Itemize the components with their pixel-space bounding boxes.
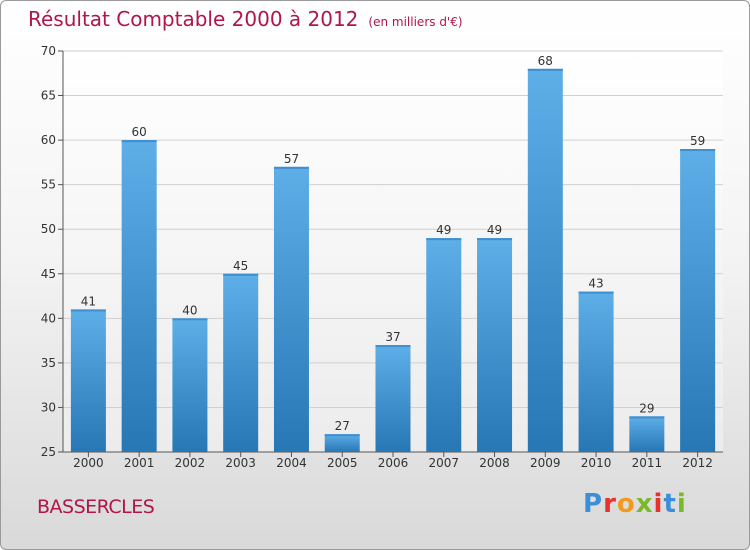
bar-2009 xyxy=(527,68,563,453)
data-label-2005: 27 xyxy=(335,419,350,433)
y-tick-label-40: 40 xyxy=(41,311,56,325)
x-tick-label-2008: 2008 xyxy=(479,456,510,470)
chart-title-text: Résultat Comptable 2000 à 2012 xyxy=(28,7,359,31)
x-tick-label-2011: 2011 xyxy=(632,456,663,470)
x-tick-label-2003: 2003 xyxy=(225,456,256,470)
data-label-2008: 49 xyxy=(487,223,502,237)
bar-2005 xyxy=(324,434,360,452)
chart-title: Résultat Comptable 2000 à 2012 (en millie… xyxy=(28,7,463,31)
data-label-2011: 29 xyxy=(639,401,654,415)
data-label-2012: 59 xyxy=(690,134,705,148)
y-tick-label-55: 55 xyxy=(41,178,56,192)
x-tick-label-2000: 2000 xyxy=(73,456,104,470)
data-label-2001: 60 xyxy=(132,125,147,139)
bar-2004 xyxy=(273,166,309,452)
bar-2008 xyxy=(477,238,513,452)
bar-2010 xyxy=(578,291,614,452)
bar-top-2007 xyxy=(426,238,462,241)
bar-top-2006 xyxy=(375,345,411,348)
y-tick-label-35: 35 xyxy=(41,356,56,370)
x-tick-label-2006: 2006 xyxy=(378,456,409,470)
bar-top-2001 xyxy=(121,140,157,143)
bar-top-2008 xyxy=(477,238,513,241)
y-tick-label-25: 25 xyxy=(41,445,56,459)
bar-top-2012 xyxy=(680,149,716,152)
bar-2011 xyxy=(629,416,665,452)
bar-top-2004 xyxy=(273,166,309,169)
bar-2007 xyxy=(426,238,462,452)
bar-2002 xyxy=(172,318,208,452)
bar-top-2003 xyxy=(223,273,259,276)
bar-top-2011 xyxy=(629,416,665,419)
bar-2003 xyxy=(223,273,259,452)
proxiti-logo: Proxiti xyxy=(583,489,687,519)
bar-2000 xyxy=(70,309,106,452)
bar-2001 xyxy=(121,140,157,452)
data-label-2010: 43 xyxy=(588,277,603,291)
x-tick-label-2004: 2004 xyxy=(276,456,307,470)
bar-top-2010 xyxy=(578,291,614,294)
y-tick-label-65: 65 xyxy=(41,89,56,103)
y-tick-label-50: 50 xyxy=(41,222,56,236)
x-tick-label-2002: 2002 xyxy=(175,456,206,470)
commune-name: BASSERCLES xyxy=(37,496,155,518)
data-label-2004: 57 xyxy=(284,152,299,166)
bar-top-2005 xyxy=(324,434,360,437)
x-tick-label-2001: 2001 xyxy=(124,456,155,470)
bar-top-2002 xyxy=(172,318,208,321)
bar-2006 xyxy=(375,345,411,452)
data-label-2000: 41 xyxy=(81,294,96,308)
bar-top-2000 xyxy=(70,309,106,312)
y-tick-label-45: 45 xyxy=(41,267,56,281)
x-tick-label-2007: 2007 xyxy=(428,456,459,470)
data-label-2009: 68 xyxy=(538,54,553,68)
chart-unit: (en milliers d'€) xyxy=(368,15,463,29)
x-tick-label-2009: 2009 xyxy=(530,456,561,470)
x-tick-label-2012: 2012 xyxy=(682,456,713,470)
data-label-2007: 49 xyxy=(436,223,451,237)
y-tick-label-70: 70 xyxy=(41,44,56,58)
data-label-2006: 37 xyxy=(385,330,400,344)
y-tick-label-30: 30 xyxy=(41,400,56,414)
data-label-2002: 40 xyxy=(182,303,197,317)
y-tick-label-60: 60 xyxy=(41,133,56,147)
bar-top-2009 xyxy=(527,68,563,71)
x-tick-label-2010: 2010 xyxy=(581,456,612,470)
data-label-2003: 45 xyxy=(233,259,248,273)
bar-2012 xyxy=(680,149,716,452)
x-tick-label-2005: 2005 xyxy=(327,456,358,470)
